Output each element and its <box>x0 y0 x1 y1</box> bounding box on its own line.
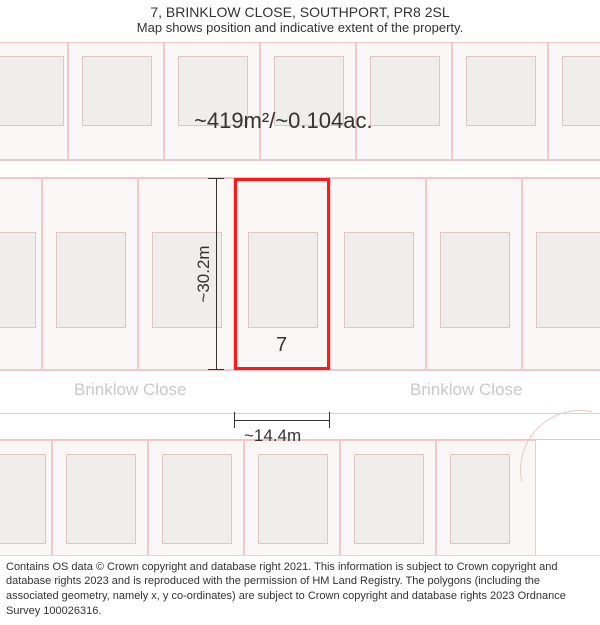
street-label-left: Brinklow Close <box>74 380 186 400</box>
dim-line-vertical <box>216 178 217 370</box>
top-building <box>82 56 152 126</box>
mid-building <box>440 232 510 328</box>
bottom-building <box>162 454 232 544</box>
dim-tick <box>329 412 330 428</box>
mid-building <box>0 232 36 328</box>
bottom-building <box>258 454 328 544</box>
header: 7, BRINKLOW CLOSE, SOUTHPORT, PR8 2SL Ma… <box>0 0 600 35</box>
dim-tick <box>208 178 224 179</box>
top-building <box>0 56 64 126</box>
width-label: ~14.4m <box>244 426 301 446</box>
mid-building <box>344 232 414 328</box>
top-building <box>370 56 440 126</box>
address-title: 7, BRINKLOW CLOSE, SOUTHPORT, PR8 2SL <box>0 4 600 20</box>
bottom-building <box>0 454 46 544</box>
dim-line-horizontal <box>234 420 330 421</box>
house-number: 7 <box>276 334 287 357</box>
top-building <box>466 56 536 126</box>
gap-top <box>0 160 600 178</box>
depth-label: ~30.2m <box>194 234 214 314</box>
copyright-footer: Contains OS data © Crown copyright and d… <box>0 555 600 625</box>
bottom-building <box>66 454 136 544</box>
subtitle: Map shows position and indicative extent… <box>0 20 600 35</box>
mid-building <box>56 232 126 328</box>
mid-building <box>536 232 600 328</box>
bottom-building <box>450 454 510 544</box>
dim-tick <box>208 369 224 370</box>
street-label-right: Brinklow Close <box>410 380 522 400</box>
top-building <box>562 56 600 126</box>
area-label: ~419m²/~0.104ac. <box>194 108 373 134</box>
dim-tick <box>234 412 235 428</box>
bottom-building <box>354 454 424 544</box>
map-canvas: 7 ~419m²/~0.104ac. ~30.2m ~14.4m Brinklow Cl… <box>0 0 600 550</box>
